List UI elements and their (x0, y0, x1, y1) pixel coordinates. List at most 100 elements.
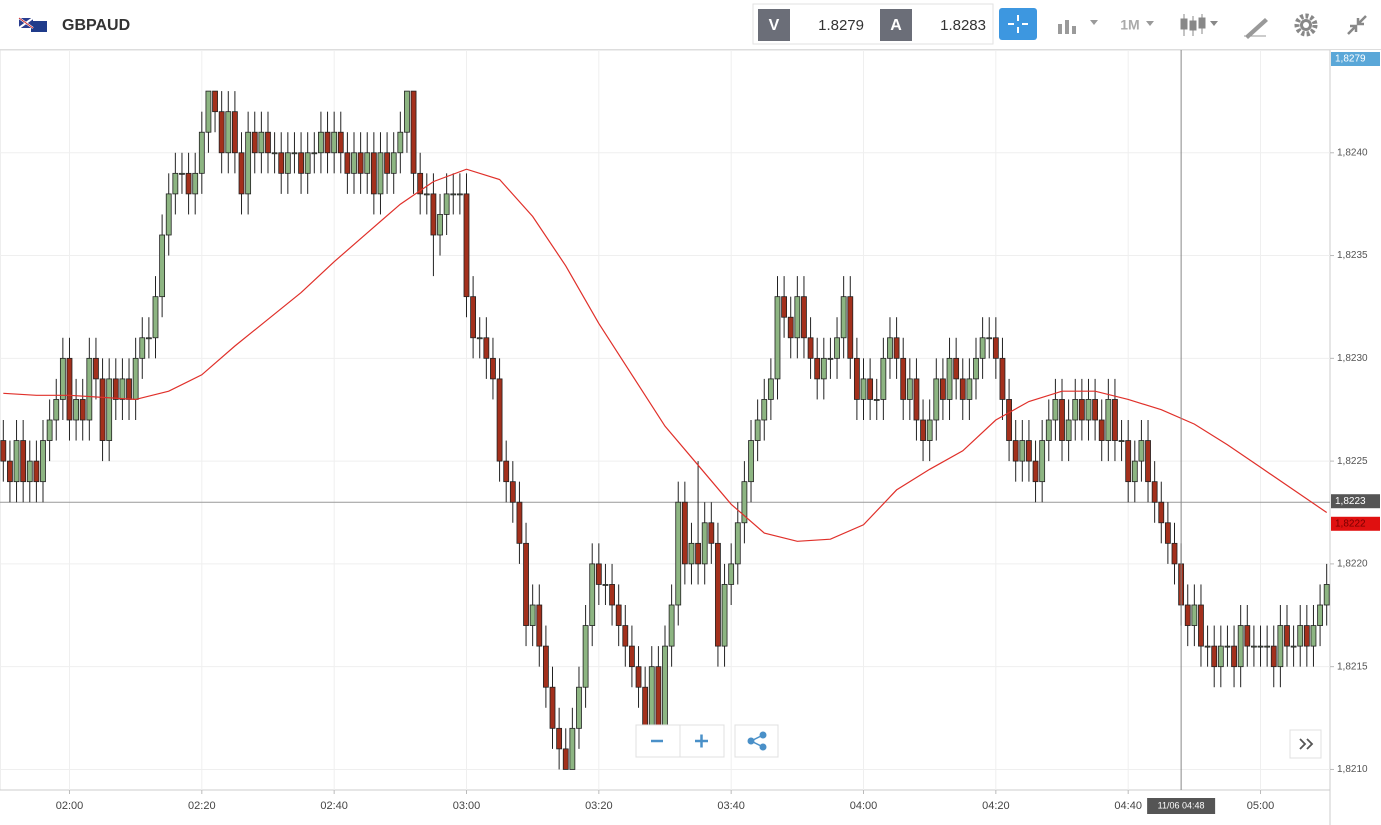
candle-body (344, 152, 351, 174)
candle-body (26, 460, 33, 483)
buy-price: 1.8283 (940, 17, 986, 34)
candle-body (900, 357, 907, 400)
candle-body (291, 152, 298, 155)
candle-body (73, 399, 79, 421)
candle-body (33, 460, 40, 483)
candle-body (46, 419, 53, 441)
candle-body (417, 172, 424, 195)
candle-body (595, 563, 602, 585)
timeframe-button[interactable]: 1M (1120, 17, 1139, 33)
candle-body (556, 727, 563, 750)
candle-body (410, 90, 417, 174)
candle-body (701, 522, 708, 565)
candle-body (767, 378, 774, 400)
candle-body (1257, 645, 1264, 648)
draw-button[interactable] (1244, 18, 1268, 39)
candle-body (847, 296, 854, 359)
candle-body (503, 460, 510, 483)
crosshair-label: 11/06 04:48 (1158, 800, 1205, 810)
candle-body (1191, 604, 1198, 626)
y-tick-label: 1,8225 (1337, 456, 1368, 467)
candle-body (265, 131, 271, 154)
candle-body (708, 522, 715, 544)
candle-body (86, 357, 93, 421)
toolbar: GBPAUD V 1.8279 A 1.8283 1M (0, 3, 1381, 50)
candle-body (185, 172, 192, 195)
candle-body (132, 357, 139, 400)
candle-body (668, 604, 675, 647)
candle-body (1211, 645, 1218, 668)
settings-button[interactable] (1294, 13, 1318, 37)
candle-body (443, 193, 450, 215)
candle-body (364, 152, 371, 174)
candle-body (66, 357, 73, 421)
y-tick-label: 1,8240 (1337, 147, 1368, 158)
zoom-in-button[interactable] (695, 734, 708, 748)
candle-body (681, 501, 688, 565)
candle-body (814, 357, 821, 380)
candle-body (642, 686, 649, 729)
candle-body (536, 604, 543, 647)
candle-body (880, 357, 887, 400)
buy-button[interactable] (880, 9, 912, 41)
candle-body (377, 152, 384, 195)
crosshair-button[interactable] (999, 8, 1037, 40)
candle-body (496, 378, 503, 462)
candle-body (351, 152, 357, 174)
y-tick-label: 1,8220 (1337, 559, 1368, 570)
candle-body (1138, 440, 1145, 462)
candle-body (232, 111, 238, 154)
candle-body (40, 440, 46, 483)
candle-body (456, 193, 463, 196)
x-tick-label: 04:20 (982, 800, 1010, 812)
candle-body (59, 357, 66, 400)
candle-body (1012, 440, 1019, 462)
candle-body (1092, 399, 1098, 421)
candle-body (337, 131, 344, 154)
candle-body (1284, 625, 1290, 647)
chart: 1,8210 1,8215 1,8220 1,8225 1,8230 1,8235 1,82… (0, 50, 1380, 825)
candle-body (172, 172, 179, 195)
candle-body (476, 337, 483, 340)
candle-body (562, 748, 569, 770)
candle-body (920, 419, 926, 441)
candle-body (1198, 604, 1204, 647)
candle-body (1204, 645, 1211, 648)
candle-body (483, 337, 490, 359)
candle-body (906, 378, 913, 400)
candle-body (1032, 460, 1039, 483)
candle-body (53, 399, 60, 421)
candle-body (794, 296, 801, 339)
candle-body (390, 152, 397, 174)
candle-body (529, 604, 536, 626)
indicator-button[interactable] (1180, 14, 1218, 36)
candle-body (873, 399, 880, 401)
y-tick-label: 1,8215 (1337, 661, 1368, 672)
sell-button[interactable] (758, 9, 790, 41)
candle-body (675, 501, 682, 606)
candle-body (1078, 399, 1085, 421)
share-button[interactable] (734, 724, 779, 758)
candle-body (463, 193, 470, 298)
candle-body (79, 399, 86, 421)
candle-body (973, 357, 979, 380)
candle-body (7, 460, 13, 483)
candle-body (741, 481, 748, 524)
candle-body (1224, 645, 1231, 648)
candle-body (192, 172, 199, 195)
symbol: GBPAUD (62, 17, 130, 34)
candle-body (576, 686, 582, 729)
dropdown-arrow (1146, 21, 1154, 26)
candle-body (801, 296, 807, 339)
candle-body (298, 152, 304, 174)
candle-body (1151, 481, 1158, 503)
chart-type-button[interactable] (1058, 20, 1098, 34)
flag-icon (18, 17, 47, 32)
crosshair-label-bg (1147, 798, 1216, 814)
candle-body (629, 645, 635, 668)
candle-body (218, 111, 225, 154)
collapse-button[interactable] (1347, 15, 1367, 35)
candle-body (715, 542, 721, 647)
candle-body (523, 542, 529, 626)
candle-body (1131, 460, 1138, 483)
